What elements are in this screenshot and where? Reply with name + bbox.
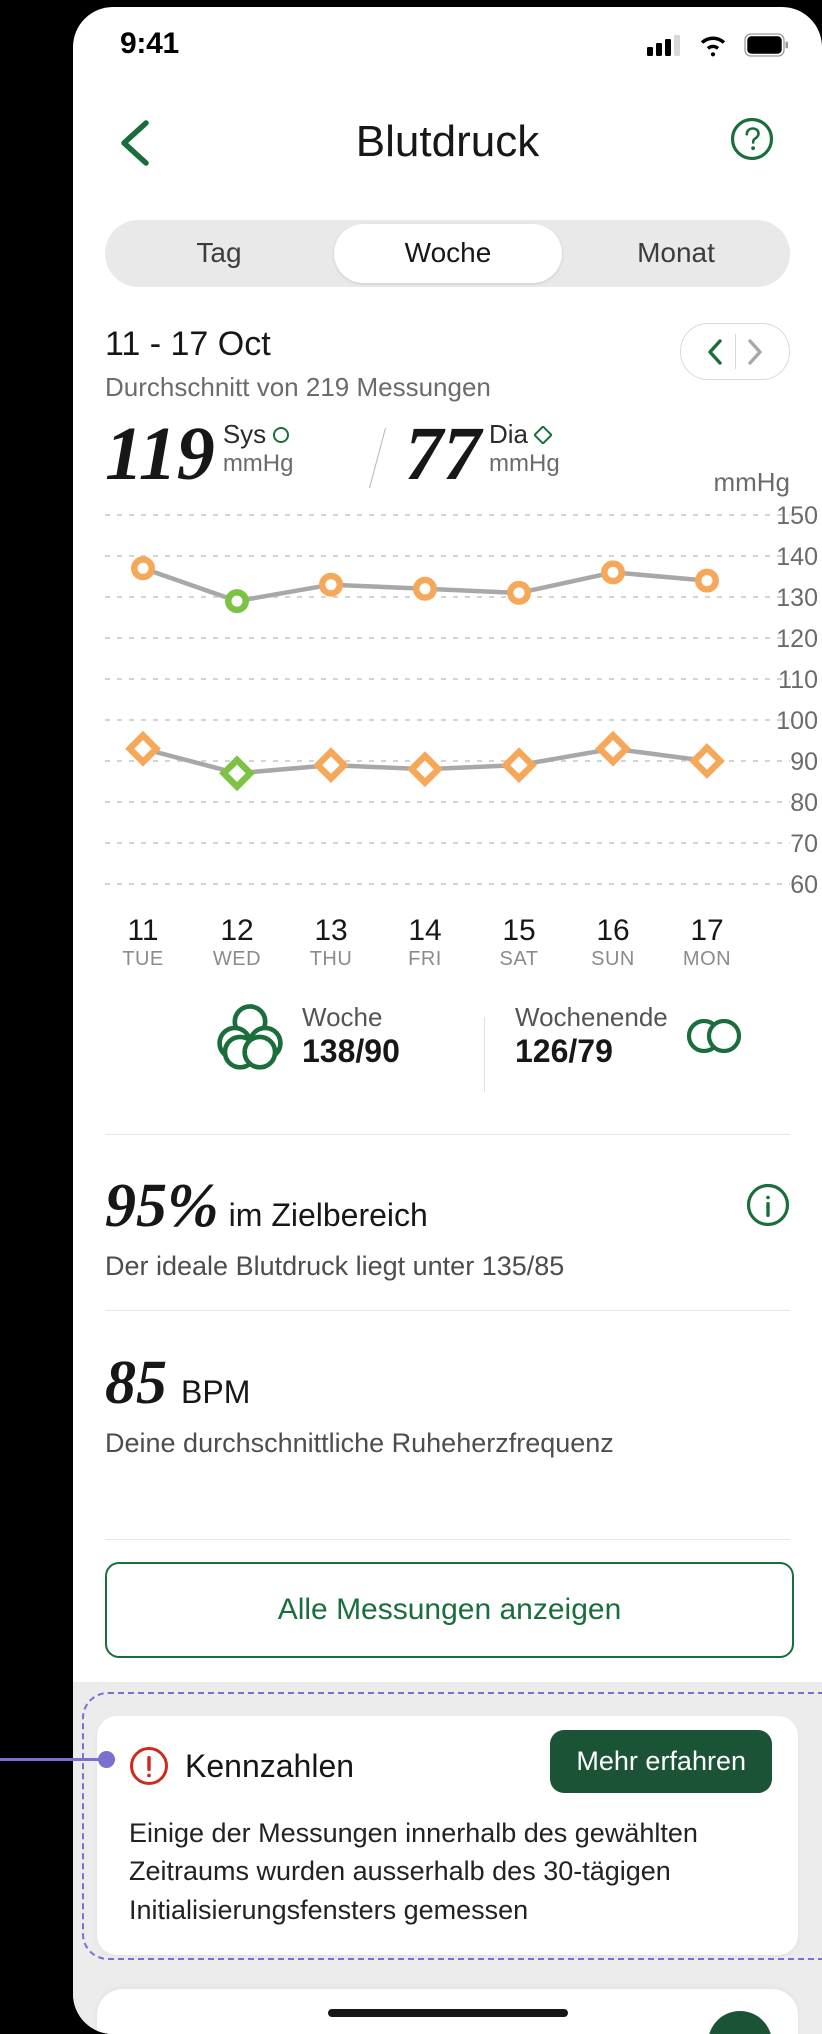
svg-text:90: 90 [790,748,818,776]
svg-text:130: 130 [776,584,818,612]
svg-text:60: 60 [790,871,818,899]
svg-text:140: 140 [776,543,818,571]
svg-text:70: 70 [790,830,818,858]
svg-text:120: 120 [776,625,818,653]
svg-text:80: 80 [790,789,818,817]
svg-text:110: 110 [778,666,818,694]
svg-text:150: 150 [776,504,818,530]
svg-text:100: 100 [776,707,818,735]
